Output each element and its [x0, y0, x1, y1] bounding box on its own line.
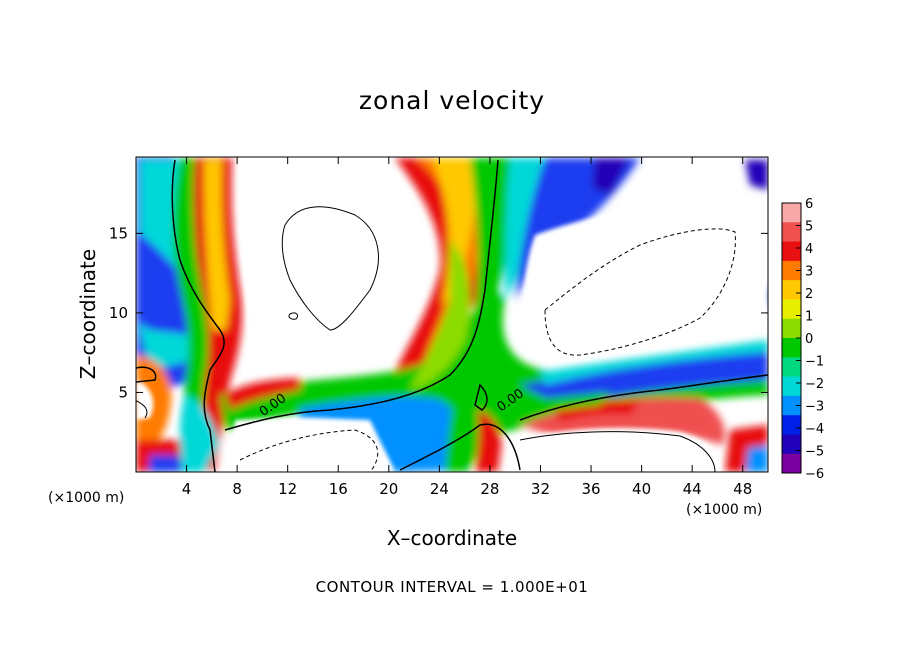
x-unit-left: (×1000 m) [48, 490, 125, 506]
colorbar-segment [782, 395, 801, 416]
y-tick-label: 10 [109, 304, 128, 322]
colorbar-segment [782, 299, 801, 320]
colorbar-segment [782, 376, 801, 397]
x-tick-label: 16 [329, 480, 348, 498]
colorbar-segment [782, 260, 801, 281]
colorbar-tick-label: −4 [805, 422, 824, 437]
colorbar-tick-label: −2 [805, 377, 824, 392]
colorbar-tick-label: −5 [805, 445, 824, 460]
y-axis-label: Z–coordinate [76, 248, 100, 380]
colorbar-segment [782, 453, 801, 474]
contour-interval-note: CONTOUR INTERVAL = 1.000E+01 [315, 578, 589, 596]
x-axis: 4 8 12 16 20 24 28 32 36 40 44 48 [182, 157, 752, 498]
y-tick-label: 15 [109, 224, 128, 242]
chart-title: zonal velocity [358, 86, 546, 115]
x-axis-label: X–coordinate [386, 526, 518, 550]
x-tick-label: 48 [733, 480, 752, 498]
x-tick-label: 40 [632, 480, 651, 498]
x-unit-right: (×1000 m) [686, 502, 763, 518]
colorbar-segment [782, 241, 801, 262]
x-tick-label: 44 [683, 480, 702, 498]
colorbar-tick-label: 3 [805, 265, 813, 280]
colorbar-segment [782, 280, 801, 300]
colorbar-segment [782, 222, 801, 243]
colorbar-tick-label: 6 [805, 197, 813, 212]
y-axis: 5 10 15 [109, 224, 768, 401]
colorbar-segment [782, 338, 801, 358]
colorbar-segment [782, 357, 801, 378]
colorbar: 6 5 4 3 2 1 0 −1 −2 −3 −4 −5 −6 [781, 197, 824, 482]
colorbar-segment [782, 415, 801, 435]
colorbar-segment [782, 203, 801, 223]
x-tick-label: 28 [480, 480, 499, 498]
heatmap-field [136, 157, 768, 472]
colorbar-segment [782, 434, 801, 455]
colorbar-tick-label: −1 [805, 355, 824, 370]
colorbar-tick-label: −6 [805, 467, 824, 482]
x-tick-label: 24 [430, 480, 449, 498]
x-tick-label: 36 [581, 480, 600, 498]
y-tick-label: 5 [118, 383, 128, 401]
x-tick-label: 12 [278, 480, 297, 498]
colorbar-tick-label: 0 [805, 332, 813, 347]
x-tick-label: 20 [379, 480, 398, 498]
colorbar-tick-label: 2 [805, 287, 813, 302]
x-tick-label: 32 [531, 480, 550, 498]
colorbar-tick-label: 1 [805, 310, 813, 325]
colorbar-tick-label: 5 [805, 220, 813, 235]
plot-frame [135, 156, 769, 473]
colorbar-tick-label: −3 [805, 400, 824, 415]
colorbar-tick-label: 4 [805, 242, 813, 257]
colorbar-segment [782, 318, 801, 339]
x-tick-label: 8 [232, 480, 242, 498]
x-tick-label: 4 [182, 480, 192, 498]
